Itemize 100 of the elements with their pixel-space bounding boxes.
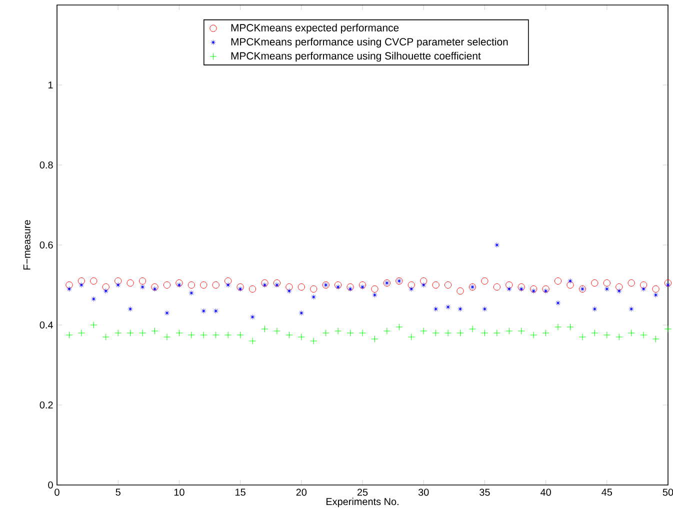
point [518,286,525,292]
point [212,308,220,314]
point [114,282,122,288]
point [444,281,452,289]
point [66,286,73,292]
point [126,279,134,287]
point [493,283,500,291]
point [566,281,574,289]
point [530,285,538,293]
point [444,329,452,337]
point [518,283,525,291]
point [542,329,550,337]
point [212,281,220,289]
point [310,337,318,345]
point [604,286,610,292]
point [66,331,73,339]
point [664,279,672,287]
point [176,282,182,288]
point [261,279,268,287]
point [506,327,513,335]
point [566,278,574,284]
point [212,331,220,339]
point [616,333,623,341]
point [652,292,660,298]
point [66,281,73,289]
point [346,329,354,337]
point [518,327,525,335]
point [358,281,366,289]
point [90,277,98,285]
point [298,333,305,341]
point [664,325,672,333]
point [408,333,415,341]
x-tick-label: 0 [54,488,60,496]
point [481,306,488,312]
y-tick-label: 0 [48,481,53,489]
point [200,281,208,289]
point [628,279,635,287]
x-tick-label: 40 [540,488,551,496]
point [371,285,378,293]
point [554,277,562,285]
point [310,285,318,293]
point [236,331,244,339]
point [591,279,598,287]
x-tick-label: 15 [236,488,246,496]
point [640,281,648,289]
point [114,329,122,337]
point [432,281,440,289]
y-tick-label: 1 [48,82,53,88]
point [151,327,158,335]
point [456,329,464,337]
point [248,285,256,293]
point [151,286,158,292]
point [566,323,574,331]
point [102,333,110,341]
x-tick-label: 30 [418,488,429,496]
y-axis-title: F−measure [23,220,30,270]
point [188,281,195,289]
point [322,329,330,337]
point [176,329,183,337]
point [114,277,122,285]
point [420,277,428,285]
x-tick-label: 50 [662,488,673,496]
point [273,327,281,335]
point [493,329,500,337]
point [359,284,366,290]
point [273,279,281,287]
x-tick-label: 10 [174,488,184,496]
x-tick-label: 5 [116,488,120,496]
point [298,310,305,316]
point [628,329,635,337]
point [163,333,171,341]
point [408,281,415,289]
point [176,279,183,287]
point [286,283,293,291]
point [78,277,85,285]
point [640,331,648,339]
x-tick-label: 35 [480,488,490,496]
point [248,337,256,345]
point [200,331,208,339]
point [236,283,244,291]
point [420,327,428,335]
point [664,282,672,288]
point [151,283,158,291]
point [530,331,538,339]
point [138,329,146,337]
point [481,277,488,285]
point [286,331,293,339]
x-tick-label: 20 [296,488,307,496]
point [432,329,440,337]
point [334,281,342,289]
point [603,279,610,287]
x-tick-label: 45 [602,488,612,496]
point [188,331,195,339]
point [420,282,427,288]
point [334,327,342,335]
point [506,281,513,289]
legend-label: MPCKmeans performance using Silhouette coefficient [231,52,481,62]
point [224,331,232,339]
point [383,327,390,335]
point [358,329,366,337]
